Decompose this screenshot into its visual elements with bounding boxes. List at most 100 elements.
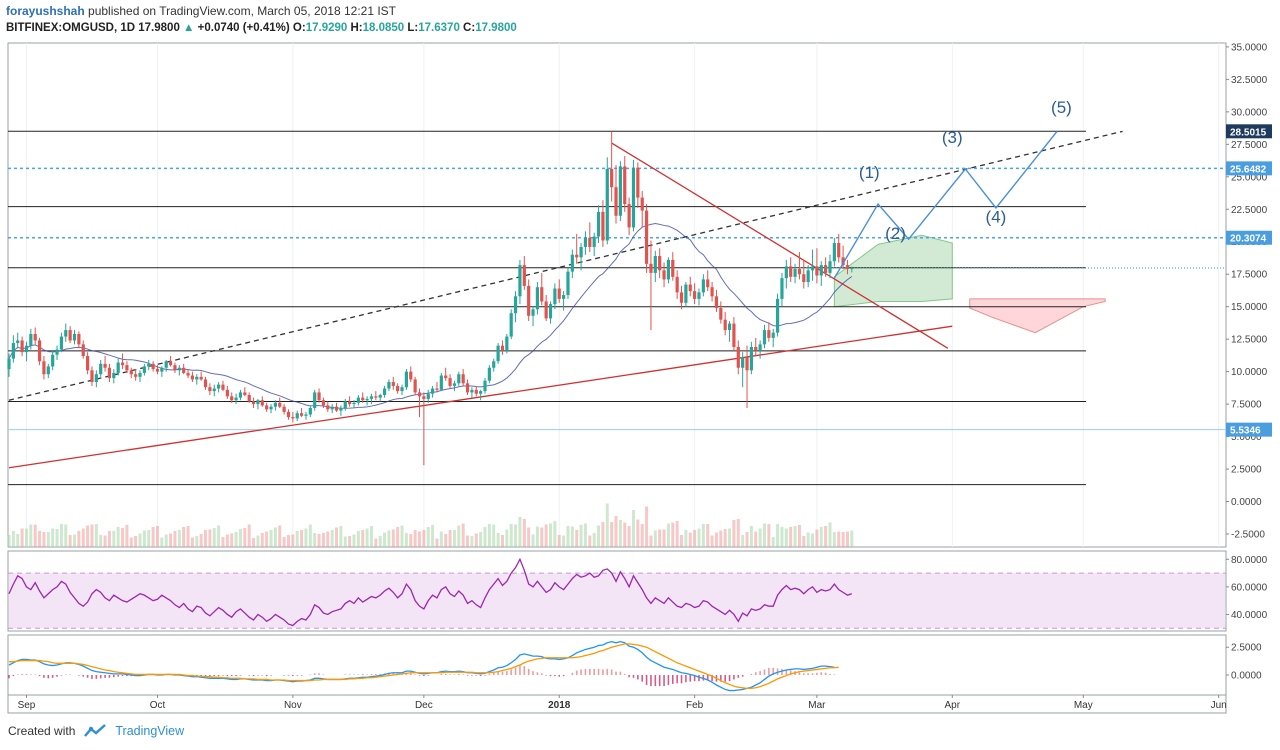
volume-bar [142, 530, 146, 547]
dashed-trendline [8, 130, 1123, 401]
candle-body [531, 309, 535, 316]
candle-body [55, 349, 59, 355]
open-value: 17.9290 [305, 22, 348, 34]
volume-bar [77, 531, 81, 547]
candle-body [714, 296, 719, 308]
x-tick-label: Mar [808, 700, 826, 711]
candle-body [234, 397, 238, 401]
volume-bar [745, 532, 749, 547]
candle-body [644, 210, 649, 264]
volume-bar [112, 531, 116, 547]
candle-body [500, 345, 505, 351]
volume-bar [55, 529, 59, 547]
candle-body [596, 211, 601, 237]
volume-bar [636, 519, 640, 547]
candle-body [138, 372, 142, 377]
candle-body [562, 295, 566, 299]
volume-bar [627, 526, 631, 547]
volume-bar [16, 534, 20, 547]
candle-body [7, 358, 11, 370]
candle-body [697, 292, 701, 299]
wave-label: (4) [986, 207, 1007, 226]
candle-body [120, 362, 125, 366]
candle-body [59, 336, 64, 350]
tradingview-logo-icon[interactable] [83, 724, 107, 738]
rsi-y-tick-label: 40.0000 [1231, 610, 1268, 621]
y-tick-label: 12.5000 [1231, 335, 1268, 346]
volume-bar [570, 526, 574, 547]
volume-bar [553, 521, 557, 547]
candle-body [413, 379, 417, 393]
volume-bar [741, 535, 745, 547]
high-value: 18.0850 [362, 22, 405, 34]
volume-bar [339, 526, 343, 547]
candle-body [575, 254, 579, 258]
volume-bar [269, 530, 273, 547]
candle-body [741, 357, 745, 368]
candle-body [841, 257, 845, 266]
candle-body [321, 400, 326, 406]
ichimoku-cloud-red [969, 298, 1106, 334]
volume-bar [592, 533, 596, 547]
volume-bar [29, 524, 33, 547]
candle-body [129, 370, 133, 375]
volume-bar [426, 527, 430, 547]
candle-body [522, 265, 526, 286]
volume-bar [51, 528, 55, 547]
candle-body [513, 296, 518, 314]
volume-bar [749, 526, 753, 547]
macd-signal-line [9, 643, 839, 689]
volume-bar [330, 530, 334, 547]
candle-body [496, 345, 500, 362]
candle-body [465, 383, 470, 393]
volume-bar [797, 525, 801, 547]
candle-body [793, 269, 797, 277]
candle-body [710, 287, 714, 297]
tradingview-brand-link[interactable]: TradingView [115, 724, 185, 738]
y-tick-label: 7.5000 [1231, 400, 1262, 411]
candle-body [365, 398, 369, 401]
wave-label: (5) [1051, 98, 1072, 117]
y-tick-label: 0.0000 [1231, 497, 1262, 508]
candle-body [592, 236, 596, 247]
candle-body [439, 375, 443, 390]
volume-bar [762, 523, 766, 547]
x-tick-label: Sep [18, 700, 36, 711]
candle-body [758, 344, 762, 351]
volume-bar [417, 531, 421, 547]
volume-bar [422, 530, 426, 547]
volume-bar [234, 532, 238, 547]
candle-body [299, 413, 304, 416]
author-link[interactable]: forayushshah [6, 4, 85, 18]
candle-body [745, 357, 749, 371]
last-price: 17.9800 [138, 22, 180, 34]
candle-body [295, 413, 299, 419]
volume-bar [601, 522, 605, 547]
volume-bar [614, 516, 618, 547]
candle-body [42, 361, 46, 375]
y-tick-label: 22.5000 [1231, 205, 1268, 216]
volume-bar [431, 525, 435, 547]
volume-bar [59, 524, 63, 547]
volume-bar [850, 530, 854, 547]
candle-body [452, 383, 457, 386]
volume-bar [335, 527, 339, 547]
candle-body [282, 406, 286, 412]
volume-bar [549, 523, 553, 547]
footer: Created with TradingView [8, 724, 184, 738]
volume-bar [618, 520, 622, 547]
candle-body [518, 265, 522, 297]
y-tick-label: -2.5000 [1231, 530, 1265, 541]
volume-bar [129, 537, 133, 547]
volume-bar [81, 528, 85, 547]
candle-body [566, 271, 570, 295]
volume-bar [348, 536, 352, 547]
candle-body [797, 269, 802, 275]
volume-bar [566, 526, 570, 547]
candle-body [94, 374, 98, 383]
volume-bar [169, 533, 173, 547]
candle-body [356, 397, 360, 403]
volume-bar [701, 524, 705, 547]
volume-bar [780, 527, 784, 547]
